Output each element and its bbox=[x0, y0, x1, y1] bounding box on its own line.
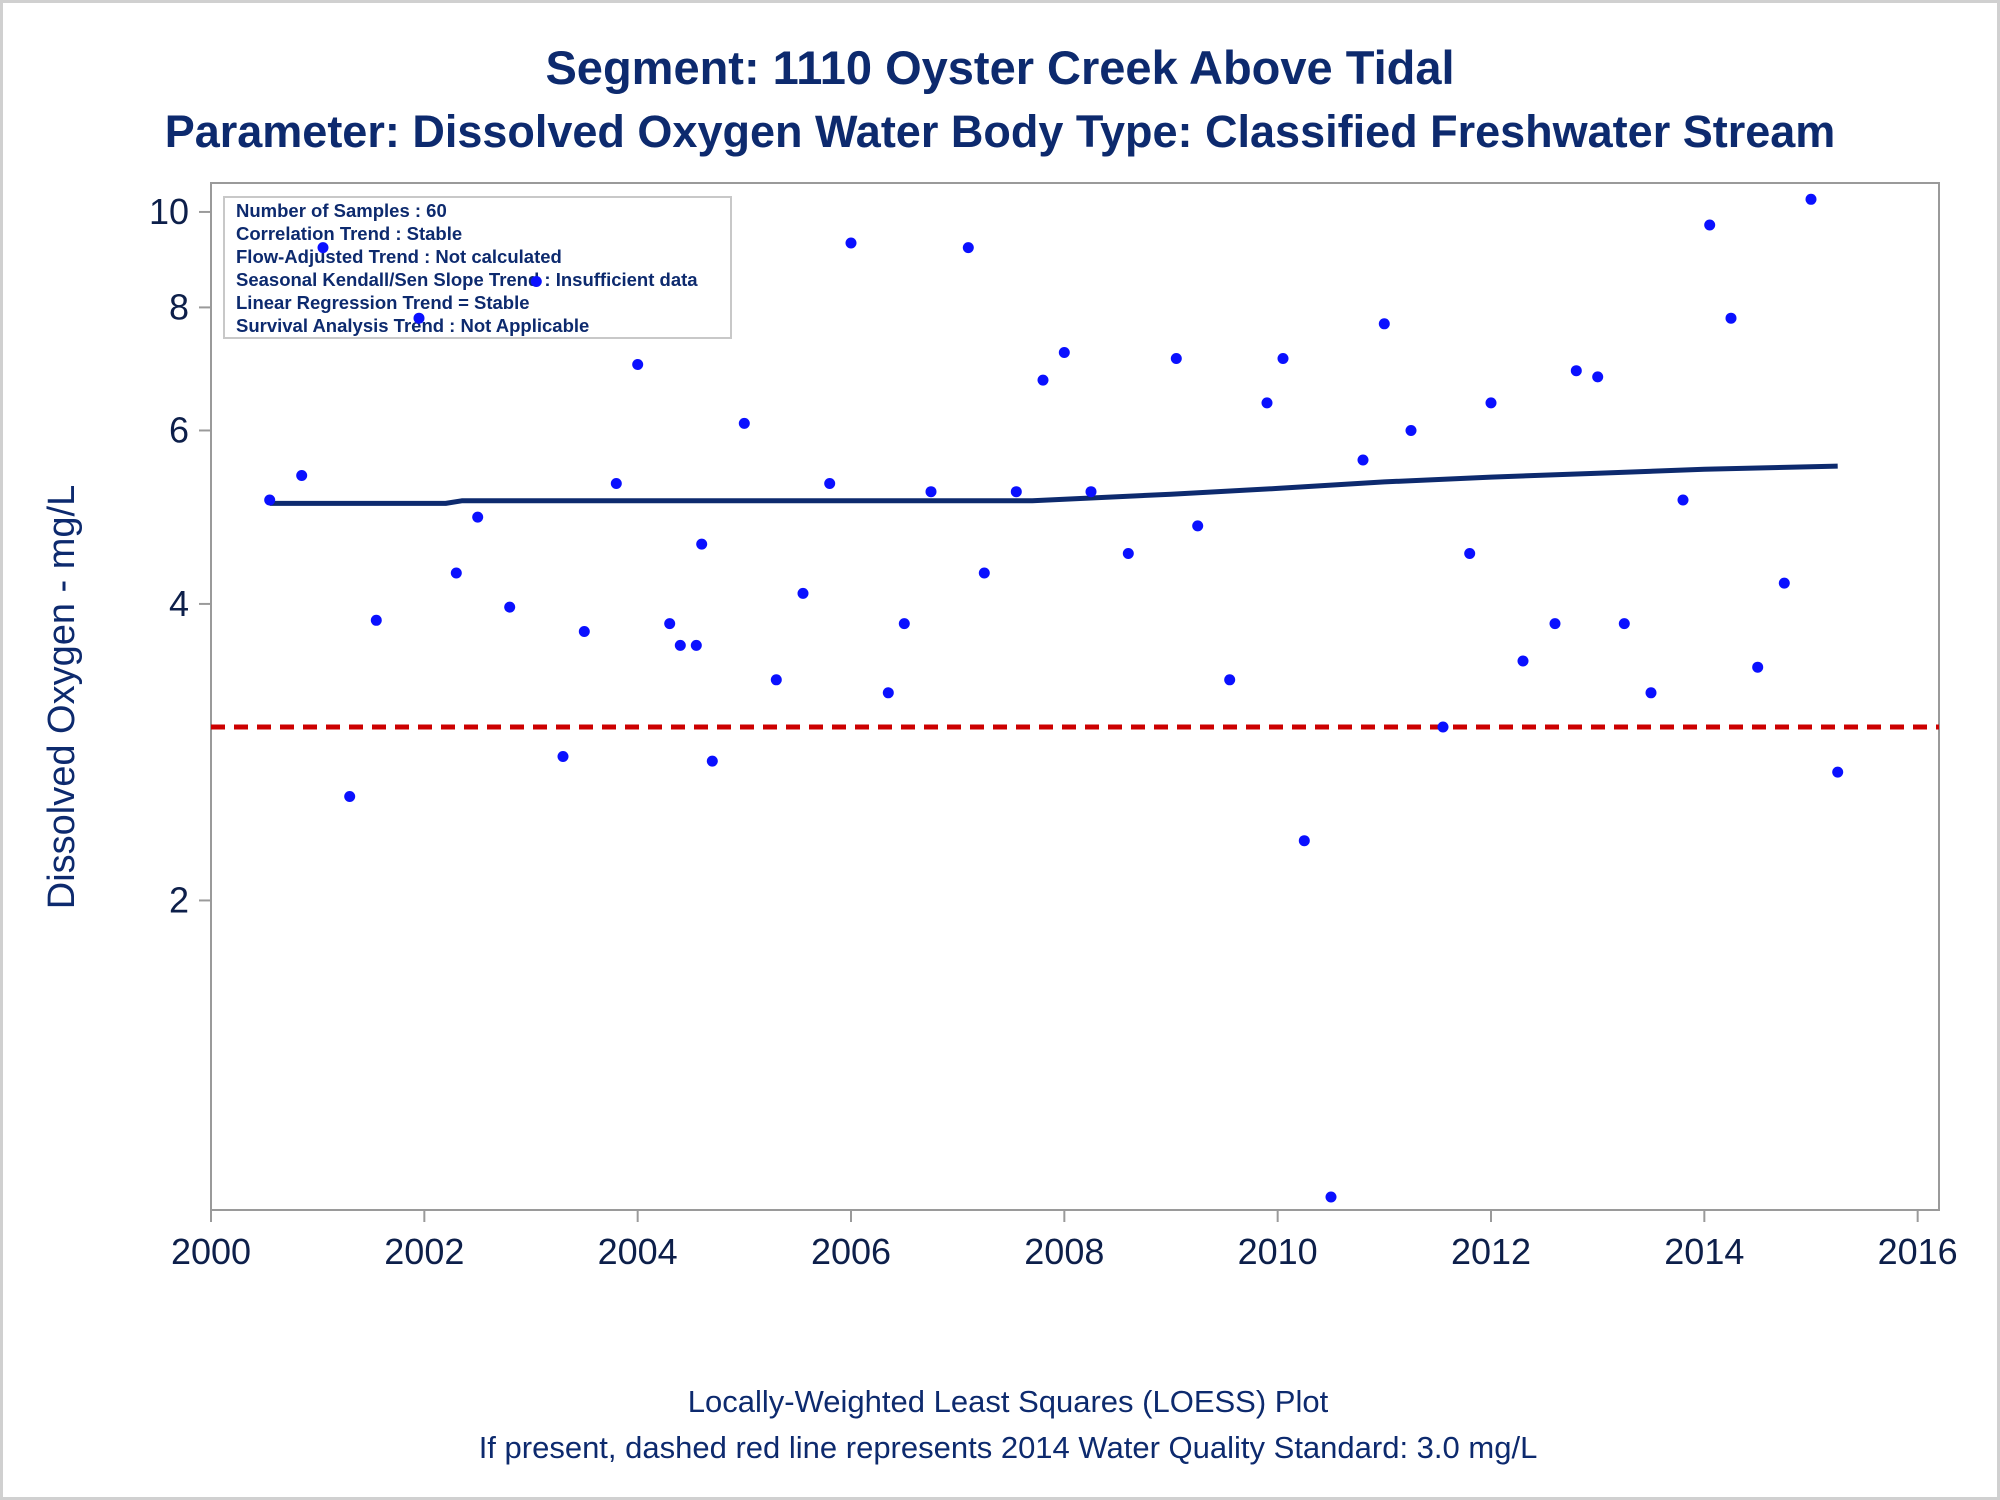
data-point bbox=[472, 511, 484, 523]
data-point bbox=[1592, 371, 1604, 383]
y-tick-label: 2 bbox=[169, 879, 189, 920]
data-point bbox=[1645, 687, 1657, 699]
x-axis: 2000 2002 2004 2006 2008 2010 2012 2014 2016 bbox=[171, 1210, 1958, 1272]
chart-subtitle: Parameter: Dissolved Oxygen Water Body T… bbox=[165, 106, 1836, 157]
y-tick-label: 4 bbox=[169, 583, 189, 624]
stats-box: Number of Samples : 60 Correlation Trend… bbox=[223, 196, 732, 339]
data-point bbox=[1752, 661, 1764, 673]
x-tick-label: 2008 bbox=[1024, 1231, 1104, 1272]
data-point bbox=[1437, 721, 1449, 733]
loess-line bbox=[269, 463, 1838, 506]
data-point bbox=[770, 674, 782, 686]
stats-line-samples: Number of Samples : 60 bbox=[236, 200, 447, 221]
data-point bbox=[1378, 318, 1390, 330]
data-point bbox=[797, 587, 809, 599]
data-point bbox=[1058, 347, 1070, 358]
stats-line-survival: Survival Analysis Trend : Not Applicable bbox=[236, 315, 589, 336]
data-point bbox=[1170, 353, 1182, 364]
data-point bbox=[1122, 548, 1134, 559]
data-point bbox=[690, 639, 702, 651]
data-point bbox=[1618, 618, 1630, 630]
data-point bbox=[1192, 520, 1204, 532]
data-point bbox=[898, 618, 910, 630]
data-point bbox=[1677, 494, 1689, 506]
x-tick-label: 2004 bbox=[598, 1231, 678, 1272]
data-point bbox=[632, 359, 644, 370]
data-point bbox=[1037, 374, 1049, 386]
data-point bbox=[1485, 397, 1497, 409]
x-tick-label: 2006 bbox=[811, 1231, 891, 1272]
data-point bbox=[1832, 766, 1844, 778]
data-point bbox=[738, 417, 750, 429]
data-point bbox=[674, 639, 686, 651]
x-tick-label: 2012 bbox=[1451, 1231, 1531, 1272]
data-point bbox=[1549, 618, 1561, 630]
data-point bbox=[962, 242, 974, 254]
data-point bbox=[296, 470, 308, 481]
data-point bbox=[450, 567, 462, 579]
chart-title: Segment: 1110 Oyster Creek Above Tidal bbox=[545, 41, 1454, 94]
data-point bbox=[978, 567, 990, 579]
data-point bbox=[317, 242, 329, 254]
data-point bbox=[1357, 454, 1369, 466]
data-point bbox=[1805, 193, 1817, 205]
data-point bbox=[1464, 548, 1476, 559]
y-tick-label: 6 bbox=[169, 409, 189, 450]
data-point bbox=[882, 687, 894, 699]
data-point bbox=[824, 478, 836, 489]
stats-line-seasonal-kendall: Seasonal Kendall/Sen Slope Trend : Insuf… bbox=[236, 269, 698, 290]
data-point bbox=[1570, 365, 1582, 377]
data-point bbox=[1298, 835, 1310, 847]
data-point bbox=[1778, 577, 1790, 589]
y-axis-label: Dissolved Oxygen - mg/L bbox=[41, 485, 83, 910]
data-point bbox=[696, 538, 708, 550]
loess-layer bbox=[269, 463, 1838, 506]
data-point bbox=[578, 626, 590, 637]
stats-line-linear-regression: Linear Regression Trend = Stable bbox=[236, 292, 530, 313]
x-tick-label: 2016 bbox=[1878, 1231, 1958, 1272]
data-point bbox=[1224, 674, 1236, 686]
data-point bbox=[845, 237, 857, 249]
x-tick-label: 2014 bbox=[1664, 1231, 1744, 1272]
data-point bbox=[664, 618, 676, 630]
data-point bbox=[557, 751, 569, 762]
data-point bbox=[1277, 353, 1289, 364]
stats-box-border bbox=[223, 196, 732, 339]
data-point bbox=[1085, 486, 1097, 498]
x-tick-label: 2000 bbox=[171, 1231, 251, 1272]
data-point bbox=[344, 791, 356, 802]
data-point bbox=[264, 494, 276, 506]
x-tick-label: 2010 bbox=[1238, 1231, 1318, 1272]
data-point bbox=[504, 601, 516, 613]
points-layer bbox=[264, 193, 1844, 1203]
y-tick-label: 8 bbox=[169, 286, 189, 327]
footnote-loess: Locally-Weighted Least Squares (LOESS) P… bbox=[688, 1384, 1329, 1419]
data-point bbox=[413, 312, 425, 324]
x-tick-label: 2002 bbox=[384, 1231, 464, 1272]
data-point bbox=[1325, 1191, 1337, 1203]
data-point bbox=[1405, 425, 1417, 436]
y-tick-label: 10 bbox=[149, 191, 189, 232]
data-point bbox=[1010, 486, 1022, 498]
data-point bbox=[370, 614, 382, 626]
data-point bbox=[1704, 219, 1716, 231]
data-point bbox=[1725, 312, 1737, 324]
data-point bbox=[925, 486, 937, 498]
data-point bbox=[1261, 397, 1273, 409]
stats-line-correlation: Correlation Trend : Stable bbox=[236, 223, 462, 244]
data-point bbox=[1517, 655, 1529, 667]
stats-line-flow-adjusted: Flow-Adjusted Trend : Not calculated bbox=[236, 246, 562, 267]
y-axis: 2 4 6 8 10 bbox=[149, 191, 211, 920]
data-point bbox=[530, 276, 542, 287]
footnote-standard: If present, dashed red line represents 2… bbox=[479, 1430, 1538, 1465]
data-point bbox=[706, 755, 718, 767]
data-point bbox=[610, 478, 622, 489]
